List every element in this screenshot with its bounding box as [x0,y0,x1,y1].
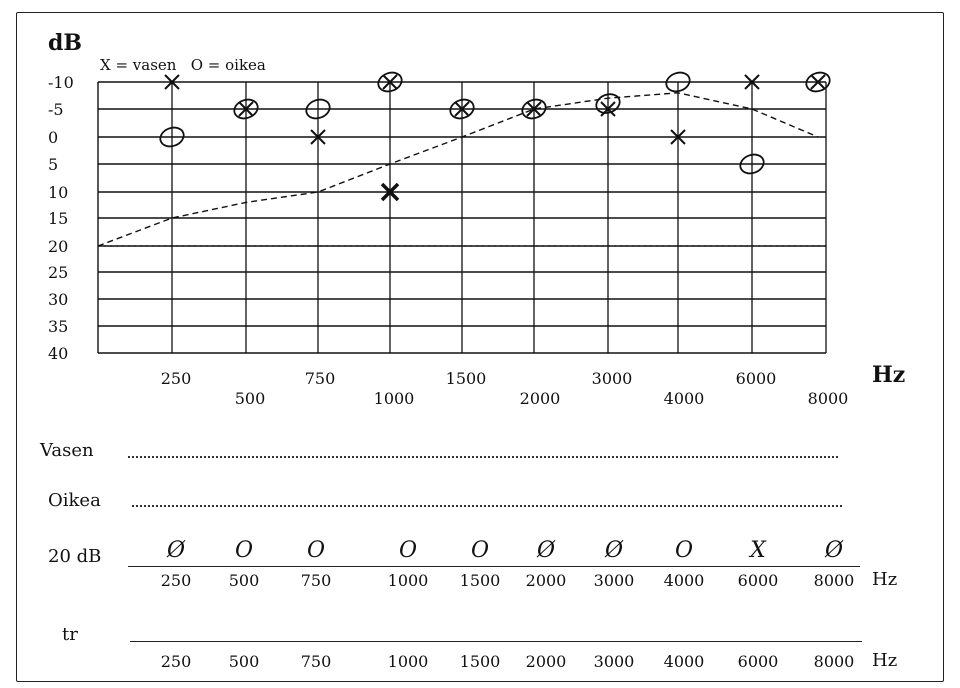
tr-freq-label: 8000 [813,652,855,671]
x-marker [670,129,686,145]
tr-freq-label: 4000 [663,652,705,671]
vasen-dotted-line [128,456,838,458]
x-tick-label: 500 [235,389,266,408]
y-tick-label: 30 [48,290,68,309]
screen-mark: Ø [536,538,556,563]
screen-freq-label: 2000 [525,571,567,590]
x-marker [310,129,326,145]
o-marker [159,126,185,148]
x-tick-label: 6000 [736,369,777,388]
y-axis-label: dB [48,30,82,56]
x-marker [238,101,254,117]
x-tick-label: 250 [161,369,192,388]
o-marker [305,98,331,120]
screen-freq-label: 3000 [593,571,635,590]
tr-freq-label: 2000 [525,652,567,671]
tr-freq-label: 6000 [737,652,779,671]
y-tick-label: 0 [48,128,58,147]
screen-freq-label: 1500 [459,571,501,590]
screen-freq-label: 1000 [387,571,429,590]
x-marker [382,74,398,90]
tr-unit: Hz [872,650,898,671]
y-tick-label: 15 [48,209,68,228]
screen-freq-label: 6000 [737,571,779,590]
y-tick-label: 20 [48,237,68,256]
screen-freq-label: 500 [228,571,260,590]
y-tick-label: 10 [48,183,68,202]
o-marker [665,71,691,93]
screen-freq-label: 750 [300,571,332,590]
x-marker [164,74,180,90]
x-marker [380,182,400,202]
screen-freq-label: 4000 [663,571,705,590]
audiogram-form [16,12,944,682]
x-axis-label: Hz [872,362,905,388]
o-marker [377,71,403,93]
x-tick-label: 2000 [520,389,561,408]
screen-freq-label: 8000 [813,571,855,590]
tr-freq-label: 1000 [387,652,429,671]
x-marker [454,101,470,117]
x-tick-label: 750 [305,369,336,388]
chart-grid: -10 -5 0 5 10 15 20 25 30 35 40 250 750 1500 3000 6000 5… [48,73,848,408]
oikea-label: Oikea [48,490,101,511]
legend: X = vasen O = oikea [100,56,266,74]
tr-freq-label: 500 [228,652,260,671]
screen-mark: O [234,538,254,563]
screen-mark: O [398,538,418,563]
x-marker [526,101,542,117]
tr-rule [130,641,862,642]
screen-freq-label: 250 [160,571,192,590]
screen-mark: Ø [824,538,844,563]
x-tick-label: 1500 [446,369,487,388]
tr-freq-label: 3000 [593,652,635,671]
x-tick-label: 8000 [808,389,849,408]
x-tick-label: 4000 [664,389,705,408]
vasen-label: Vasen [40,440,94,461]
screen-mark: Ø [604,538,624,563]
y-tick-label: 35 [48,317,68,336]
screen-mark: O [470,538,490,563]
y-tick-label: 25 [48,263,68,282]
reference-curve [97,92,819,247]
x-marker [810,74,826,90]
tr-freq-label: 1500 [459,652,501,671]
screen-label: 20 dB [48,546,102,567]
y-tick-label: 40 [48,344,68,363]
o-marker [233,98,259,120]
screen-mark: O [306,538,326,563]
o-marker [449,98,475,120]
tr-freq-label: 250 [160,652,192,671]
screen-mark: X [750,538,766,563]
x-marker [744,74,760,90]
x-tick-label: 1000 [374,389,415,408]
screen-mark: O [674,538,694,563]
chart-marks [97,71,831,247]
y-tick-label: -10 [48,73,74,92]
screen-rule [128,566,860,567]
screen-mark: Ø [166,538,186,563]
o-marker [521,98,547,120]
tr-label: tr [62,624,78,645]
screen-unit: Hz [872,569,898,590]
o-marker [739,153,765,175]
x-tick-label: 3000 [592,369,633,388]
y-tick-label: 5 [48,155,58,174]
tr-freq-label: 750 [300,652,332,671]
y-tick-label: -5 [48,100,64,119]
oikea-dotted-line [132,505,842,507]
o-marker [805,71,831,93]
o-marker [595,93,621,114]
